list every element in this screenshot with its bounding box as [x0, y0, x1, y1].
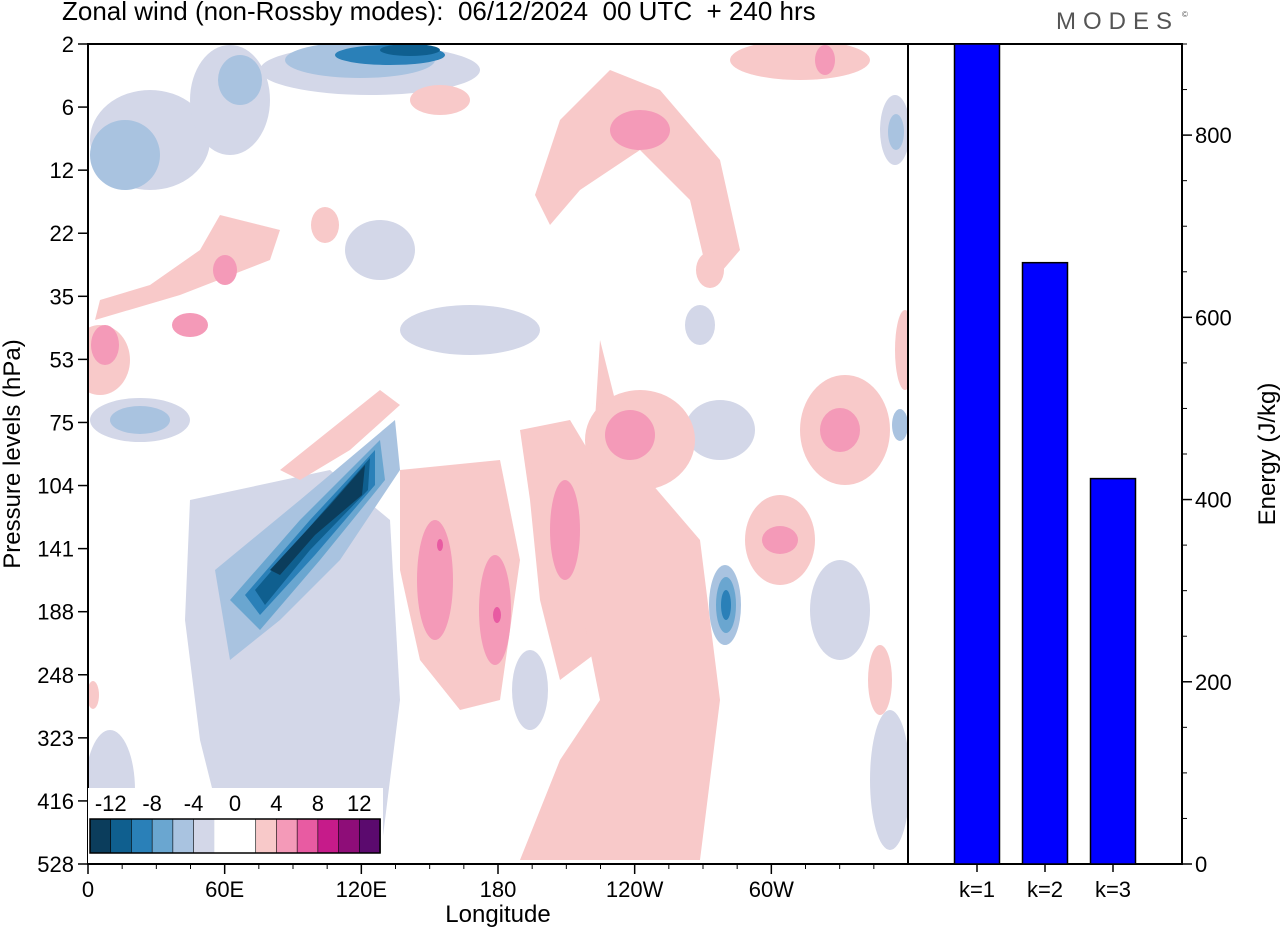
- chart-title: Zonal wind (non-Rossby modes): 06/12/202…: [62, 0, 816, 26]
- x-tick-label: 0: [82, 877, 94, 902]
- colorbar-label: 0: [229, 791, 241, 816]
- bar-y-tick-label: 400: [1195, 488, 1232, 513]
- y-tick-label: 2: [62, 32, 74, 57]
- y-tick-label: 12: [50, 158, 74, 183]
- colorbar-cell: [151, 818, 174, 854]
- y-tick-label: 75: [50, 410, 74, 435]
- x-tick-label: 120E: [336, 877, 387, 902]
- y-tick-label: 53: [50, 347, 74, 372]
- colorbar-label: -8: [142, 791, 162, 816]
- energy-bars: [953, 43, 1137, 865]
- heatmap-y-axis: 2 6 12 22 35 53 75 104 141 188 248 323 416 528: [37, 32, 88, 877]
- energy-bar-k=1: [953, 43, 1001, 865]
- x-tick-label: 60E: [205, 877, 244, 902]
- x-tick-label: 60W: [749, 877, 794, 902]
- colorbar-labels: -12 -8 -4 0 4 8 12: [95, 791, 372, 816]
- colorbar-label: 12: [347, 791, 371, 816]
- colorbar-cell: [235, 819, 257, 853]
- y-tick-label: 323: [37, 726, 74, 751]
- y-tick-label: 248: [37, 663, 74, 688]
- x-tick-label: 120W: [606, 877, 664, 902]
- contour-band-pos-dark: [437, 539, 501, 623]
- colorbar-label: -12: [95, 791, 127, 816]
- colorbar-cell: [296, 818, 319, 854]
- heatmap-contours: [88, 44, 908, 860]
- colorbar-cell: [338, 818, 361, 854]
- colorbar-cell: [276, 818, 298, 854]
- heatmap-panel: 0 60E 120E 180 120W 60W 2 6 12 22 35 53 75 104 141 188…: [0, 32, 909, 928]
- energy-bar-k=3: [1089, 477, 1137, 865]
- colorbar-cell: [193, 818, 216, 854]
- colorbar-cell: [110, 818, 133, 854]
- bar-x-tick-label: k=3: [1095, 877, 1131, 902]
- y-tick-label: 141: [37, 537, 74, 562]
- colorbar-label: 8: [312, 791, 324, 816]
- y-tick-label: 35: [50, 284, 74, 309]
- colorbar-cells: [89, 818, 381, 854]
- energy-bar-k=2: [1021, 261, 1069, 865]
- bar-y-axis: 0 200 400 600 800: [1182, 43, 1232, 877]
- colorbar-cell: [358, 818, 381, 854]
- y-tick-label: 188: [37, 600, 74, 625]
- y-tick-label: 528: [37, 852, 74, 877]
- bar-y-tick-label: 600: [1195, 305, 1232, 330]
- colorbar-cell: [89, 818, 112, 854]
- heatmap-y-label: Pressure levels (hPa): [0, 339, 26, 568]
- colorbar-label: -4: [184, 791, 204, 816]
- colorbar: -12 -8 -4 0 4 8 12: [88, 788, 383, 863]
- colorbar-cell: [317, 818, 340, 854]
- bar-y-tick-label: 800: [1195, 123, 1232, 148]
- bar-y-label: Energy (J/kg): [1254, 383, 1280, 526]
- colorbar-cell: [131, 818, 153, 854]
- heatmap-x-axis: 0 60E 120E 180 120W 60W: [82, 864, 875, 902]
- bar-y-tick-label: 0: [1195, 852, 1207, 877]
- bar-x-tick-label: k=2: [1027, 877, 1063, 902]
- y-tick-label: 104: [37, 474, 74, 499]
- brand-registered-mark: ©: [1182, 10, 1188, 19]
- colorbar-cell: [255, 818, 278, 854]
- energy-bar-panel: k=1 k=2 k=3 0 200 400 600 800 Energy (J/kg): [907, 43, 1280, 902]
- brand-logo: MODES: [1056, 8, 1180, 35]
- colorbar-cell: [214, 819, 236, 853]
- colorbar-cell: [172, 818, 195, 854]
- colorbar-label: 4: [270, 791, 282, 816]
- y-tick-label: 22: [50, 221, 74, 246]
- bar-x-axis: k=1 k=2 k=3: [959, 864, 1131, 902]
- heatmap-x-label: Longitude: [445, 901, 550, 928]
- bar-y-tick-label: 200: [1195, 670, 1232, 695]
- x-tick-label: 180: [480, 877, 517, 902]
- bar-x-tick-label: k=1: [959, 877, 995, 902]
- y-tick-label: 6: [62, 95, 74, 120]
- contour-band-neg-dark: [230, 44, 736, 633]
- y-tick-label: 416: [37, 789, 74, 814]
- colorbar-frame: [89, 818, 381, 854]
